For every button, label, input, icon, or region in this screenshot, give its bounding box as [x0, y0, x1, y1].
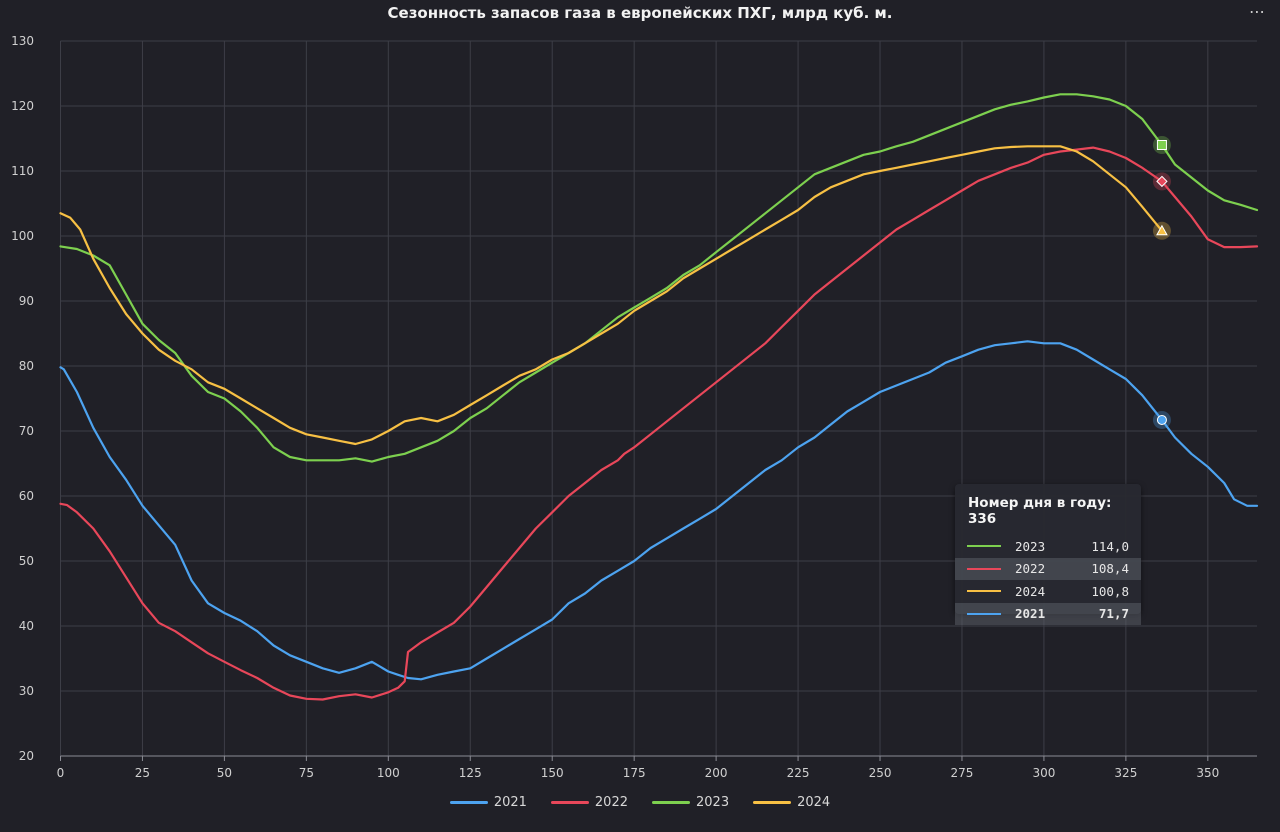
y-tick-label: 70	[19, 424, 34, 438]
tooltip-row: 2023 114,0	[955, 535, 1141, 558]
marker-2024	[1156, 224, 1168, 236]
marker-2021	[1156, 414, 1167, 425]
x-tick-label: 300	[1032, 766, 1055, 780]
tooltip-swatch	[967, 590, 1001, 593]
y-tick-label: 60	[19, 489, 34, 503]
legend-label: 2021	[493, 795, 527, 810]
tooltip-value: 71,7	[1098, 606, 1129, 622]
marker-2022	[1156, 175, 1168, 188]
x-tick-label: 50	[217, 766, 232, 780]
series-lines	[59, 93, 1259, 701]
legend-swatch	[550, 801, 589, 804]
legend-label: 2023	[696, 795, 730, 810]
y-tick-label: 120	[11, 99, 34, 113]
y-tick-label: 20	[19, 749, 34, 763]
x-tick-label: 275	[951, 766, 974, 780]
legend-swatch	[753, 801, 792, 804]
series-line-2023	[59, 93, 1259, 463]
more-horizontal-icon[interactable]: ⋯	[1249, 2, 1266, 21]
y-tick-label: 40	[19, 619, 34, 633]
legend-item-2024[interactable]: 2024	[753, 795, 830, 810]
grid	[60, 40, 1257, 757]
series-line-2024	[59, 145, 1163, 446]
y-tick-label: 90	[19, 294, 34, 308]
tooltip-row: 2024 100,8	[955, 580, 1141, 603]
x-tick-label: 325	[1114, 766, 1137, 780]
marker-2023	[1156, 140, 1167, 150]
x-tick-label: 75	[299, 766, 314, 780]
tooltip-swatch	[967, 567, 1001, 570]
tooltip-value: 114,0	[1091, 538, 1129, 554]
y-tick-label: 50	[19, 554, 34, 568]
x-tick-label: 25	[135, 766, 150, 780]
tooltip-value: 100,8	[1091, 583, 1129, 599]
hover-markers	[1152, 136, 1171, 429]
y-tick-label: 110	[11, 164, 34, 178]
x-tick-label: 225	[787, 766, 810, 780]
x-tick-label: 200	[705, 766, 728, 780]
tooltip-year: 2022	[1015, 561, 1046, 577]
x-tick-label: 250	[869, 766, 892, 780]
tooltip-year: 2023	[1015, 538, 1046, 554]
x-tick-label: 150	[541, 766, 564, 780]
x-tick-label: 350	[1196, 766, 1219, 780]
tooltip-row: 2022 108,4	[955, 557, 1141, 580]
tooltip-value: 108,4	[1091, 561, 1129, 577]
y-tick-label: 130	[11, 34, 34, 48]
legend-item-2023[interactable]: 2023	[652, 795, 729, 810]
legend-item-2021[interactable]: 2021	[449, 795, 527, 810]
tooltip-year: 2024	[1015, 583, 1046, 599]
tooltip-row: 2021 71,7	[955, 602, 1141, 625]
x-tick-label: 100	[377, 766, 400, 780]
legend-swatch	[449, 801, 488, 804]
y-tick-label: 80	[19, 359, 34, 373]
x-tick-label: 0	[57, 766, 65, 780]
series-line-2021	[59, 340, 1259, 681]
tooltip-year: 2021	[1015, 606, 1046, 622]
legend-swatch	[652, 801, 690, 804]
x-tick-label: 125	[459, 766, 482, 780]
tooltip-swatch	[967, 612, 1001, 615]
chart-title: Сезонность запасов газа в европейских ПХ…	[387, 4, 893, 22]
legend-label: 2022	[594, 795, 628, 810]
y-tick-label: 30	[19, 684, 34, 698]
legend-item-2022[interactable]: 2022	[550, 795, 628, 810]
y-tick-label: 100	[11, 229, 34, 243]
tooltip-header: Номер дня в году: 336	[968, 495, 1112, 527]
legend-label: 2024	[797, 795, 831, 810]
axes: 20 30 40 50 60 70 80 90 100 110 120 130 0 25 50 75 100 12…	[11, 34, 1257, 780]
legend: 2021 2022 2023 2024	[0, 795, 1280, 810]
series-line-2022	[59, 146, 1259, 701]
tooltip-swatch	[967, 545, 1001, 548]
tooltip: Номер дня в году: 336 2023 114,0 2022 10…	[955, 484, 1141, 625]
x-tick-label: 175	[623, 766, 646, 780]
